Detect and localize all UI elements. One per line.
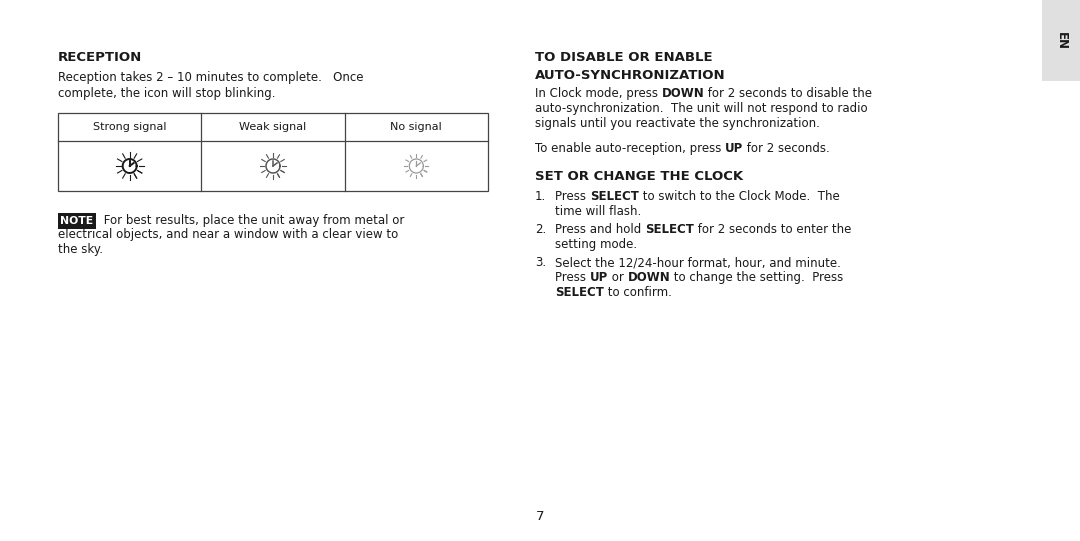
Text: Press and hold: Press and hold — [555, 223, 645, 236]
Text: EN: EN — [1054, 32, 1067, 50]
Text: 3.: 3. — [535, 256, 546, 269]
Text: for 2 seconds to disable the: for 2 seconds to disable the — [704, 87, 873, 100]
Text: 2.: 2. — [535, 223, 546, 236]
Text: RECEPTION: RECEPTION — [58, 51, 143, 64]
Text: DOWN: DOWN — [627, 271, 671, 284]
Text: the sky.: the sky. — [58, 243, 103, 256]
Text: or: or — [608, 271, 627, 284]
Text: auto-synchronization.  The unit will not respond to radio: auto-synchronization. The unit will not … — [535, 102, 867, 115]
Text: complete, the icon will stop blinking.: complete, the icon will stop blinking. — [58, 87, 275, 100]
Text: To enable auto-reception, press: To enable auto-reception, press — [535, 142, 725, 155]
Text: SELECT: SELECT — [555, 286, 604, 299]
Text: for 2 seconds.: for 2 seconds. — [743, 142, 831, 155]
Text: NOTE: NOTE — [60, 216, 94, 226]
Text: AUTO-SYNCHRONIZATION: AUTO-SYNCHRONIZATION — [535, 69, 726, 82]
Text: Press: Press — [555, 271, 590, 284]
Text: For best results, place the unit away from metal or: For best results, place the unit away fr… — [100, 214, 404, 227]
Bar — [1042, 0, 1080, 81]
Text: time will flash.: time will flash. — [555, 205, 642, 218]
Text: Strong signal: Strong signal — [93, 122, 166, 132]
Text: No signal: No signal — [391, 122, 442, 132]
Text: to confirm.: to confirm. — [604, 286, 672, 299]
Text: signals until you reactivate the synchronization.: signals until you reactivate the synchro… — [535, 117, 820, 130]
Text: 7: 7 — [536, 510, 544, 523]
Text: setting mode.: setting mode. — [555, 238, 637, 251]
Text: to switch to the Clock Mode.  The: to switch to the Clock Mode. The — [638, 190, 839, 203]
Text: DOWN: DOWN — [662, 87, 704, 100]
Text: electrical objects, and near a window with a clear view to: electrical objects, and near a window wi… — [58, 228, 399, 241]
Text: In Clock mode, press: In Clock mode, press — [535, 87, 662, 100]
Text: Press: Press — [555, 190, 590, 203]
Text: TO DISABLE OR ENABLE: TO DISABLE OR ENABLE — [535, 51, 713, 64]
Bar — [58, 113, 488, 191]
Text: to change the setting.  Press: to change the setting. Press — [671, 271, 843, 284]
Text: UP: UP — [590, 271, 608, 284]
Text: Reception takes 2 – 10 minutes to complete.   Once: Reception takes 2 – 10 minutes to comple… — [58, 71, 364, 84]
Text: Weak signal: Weak signal — [240, 122, 307, 132]
Text: 1.: 1. — [535, 190, 546, 203]
Text: SELECT: SELECT — [590, 190, 638, 203]
Text: SET OR CHANGE THE CLOCK: SET OR CHANGE THE CLOCK — [535, 170, 743, 183]
Text: SELECT: SELECT — [645, 223, 693, 236]
Text: UP: UP — [725, 142, 743, 155]
Text: Select the 12/24-hour format, hour, and minute.: Select the 12/24-hour format, hour, and … — [555, 256, 841, 269]
Text: for 2 seconds to enter the: for 2 seconds to enter the — [693, 223, 851, 236]
Bar — [58, 213, 96, 229]
